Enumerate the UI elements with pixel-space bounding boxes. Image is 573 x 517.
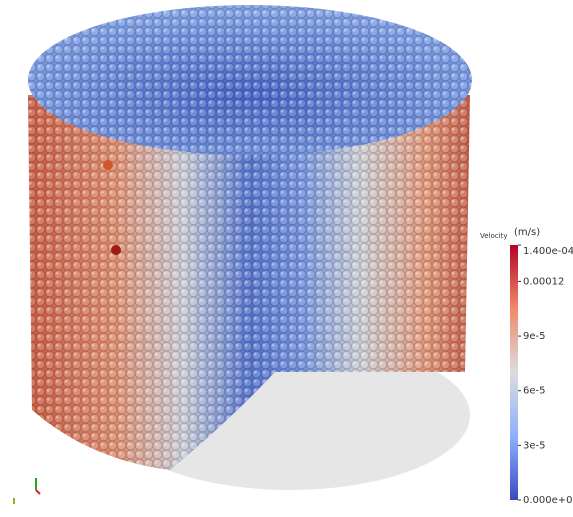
tick-label: 0.00012 — [523, 276, 564, 287]
tick-label: 9e-5 — [523, 331, 546, 342]
colorbar-title: Velocity — [480, 232, 507, 240]
tick-label: 3e-5 — [523, 440, 546, 451]
particle — [103, 160, 113, 170]
particle-texture — [28, 95, 470, 470]
tick-label: 6e-5 — [523, 386, 546, 397]
colorbar: Velocity (m/s) 1.400e-04 0.00012 9e-5 6e-5 3… — [480, 227, 573, 506]
axes-triad — [13, 478, 41, 504]
tick-label: 1.400e-04 — [523, 246, 573, 257]
particle-cylinder — [28, 5, 472, 490]
particle — [111, 245, 121, 255]
colorbar-unit: (m/s) — [514, 227, 540, 238]
tick-label: 0.000e+00 — [523, 495, 573, 506]
top-texture — [28, 5, 472, 155]
colorbar-gradient — [510, 245, 518, 500]
